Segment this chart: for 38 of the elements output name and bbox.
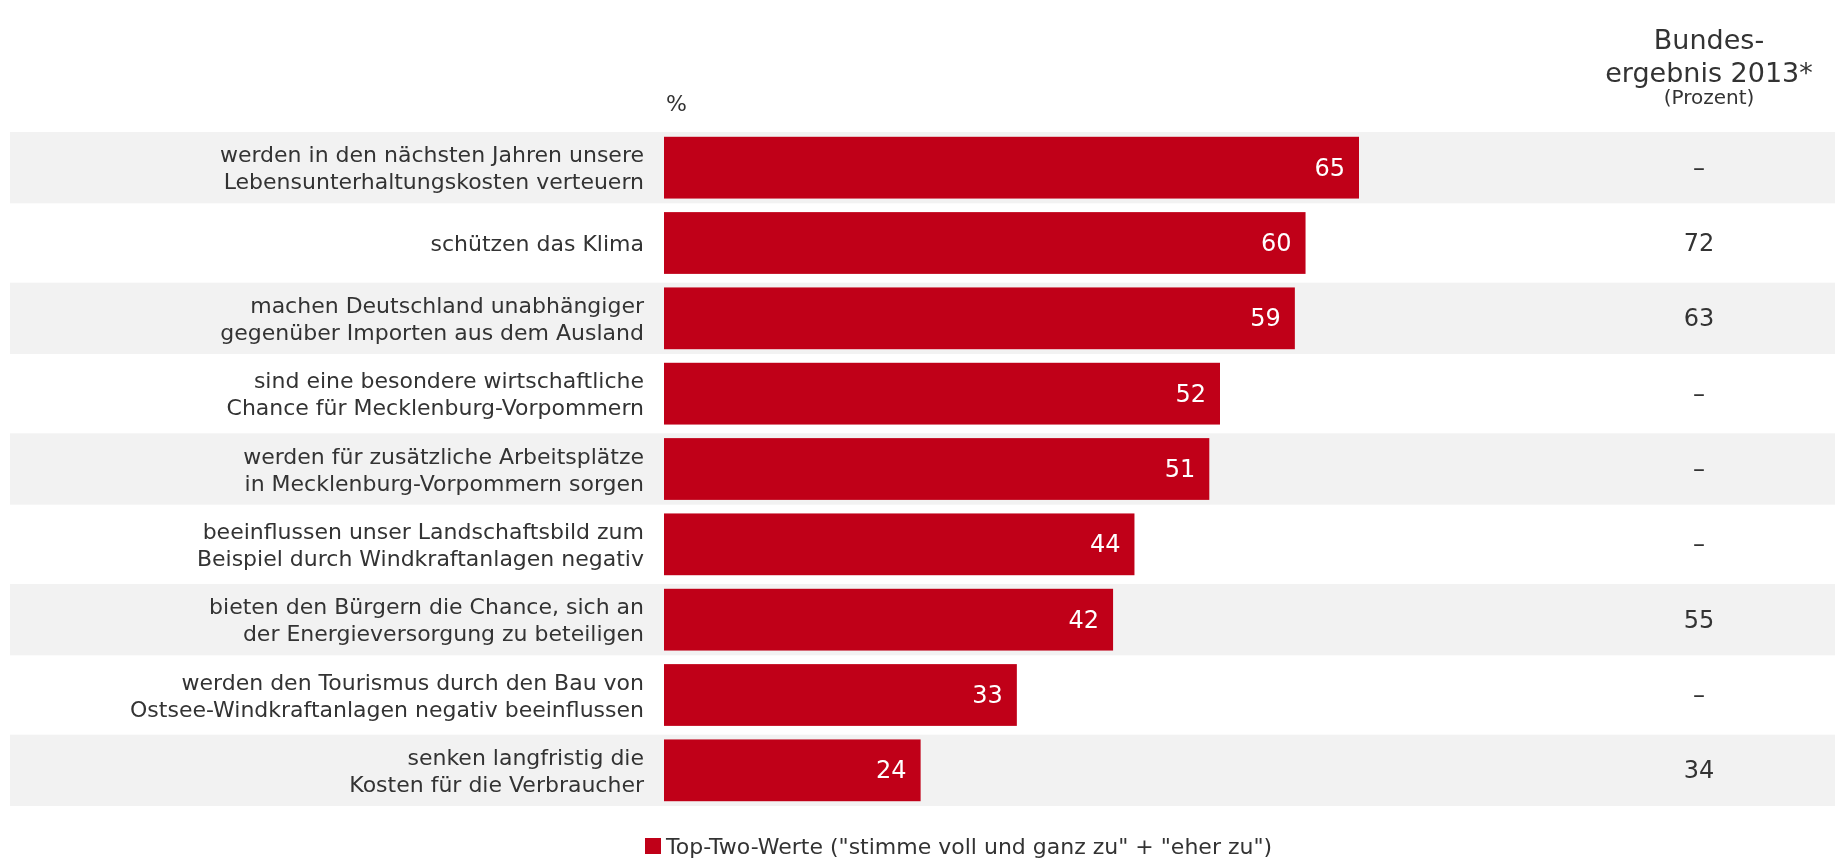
y-tick-label: bieten den Bürgern die Chance, sich an der Energieversorgung zu beteiligen	[209, 593, 644, 646]
data-label: 42	[1068, 605, 1100, 634]
y-tick-label: beeinflussen unser Landschaftsbild zum Beispiel durch Windkraftanlagen negativ	[196, 518, 644, 571]
text: 34	[1683, 756, 1715, 785]
data-label: 51	[1164, 455, 1196, 483]
data-label: 44	[1089, 530, 1121, 559]
text: –	[1693, 681, 1705, 709]
y-tick-label: senken langfristig die Kosten für die Verbraucher	[349, 744, 645, 797]
data-label: 59	[1250, 304, 1281, 333]
y-tick-label: werden in den nächsten Jahren unsere Lebensunterhaltungskosten verteuern	[219, 141, 644, 194]
bar	[664, 739, 921, 802]
bar	[664, 438, 1210, 500]
text: (Prozent)	[1663, 85, 1755, 109]
text: –	[1693, 379, 1705, 408]
text: –	[1693, 153, 1705, 182]
legend-label: Top-Two-Werte ("stimme voll und ganz zu" + "eher zu")	[665, 833, 1273, 859]
y-tick-label: werden den Tourismus durch den Bau von Ostsee-Windkraftanlagen negativ beeinflussen	[130, 669, 644, 721]
data-label: 24	[876, 756, 907, 785]
data-label: 60	[1260, 229, 1292, 257]
text: –	[1693, 455, 1705, 483]
text: –	[1693, 530, 1705, 559]
bar	[664, 664, 1017, 726]
bar	[664, 212, 1306, 274]
data-label: 52	[1175, 379, 1206, 408]
text: 72	[1683, 229, 1715, 257]
text: Bundes- ergebnis 2013*	[1605, 23, 1813, 87]
bar	[664, 513, 1135, 576]
bar	[664, 362, 1220, 425]
data-label: 33	[972, 681, 1003, 709]
text: 55	[1683, 605, 1715, 634]
y-tick-label: machen Deutschland unabhängiger gegenüber Importen aus dem Ausland	[220, 292, 645, 345]
y-tick-label: schützen das Klima	[430, 230, 644, 256]
y-tick-label: sind eine besondere wirtschaftliche Chance für Mecklenburg-Vorpommern	[226, 367, 644, 420]
data-label: 65	[1314, 153, 1345, 182]
text: 63	[1683, 304, 1715, 333]
bar	[664, 588, 1114, 651]
y-tick-label: werden für zusätzliche Arbeitsplätze in Mecklenburg-Vorpommern sorgen	[243, 443, 644, 495]
x-axis-title: %	[666, 90, 687, 116]
